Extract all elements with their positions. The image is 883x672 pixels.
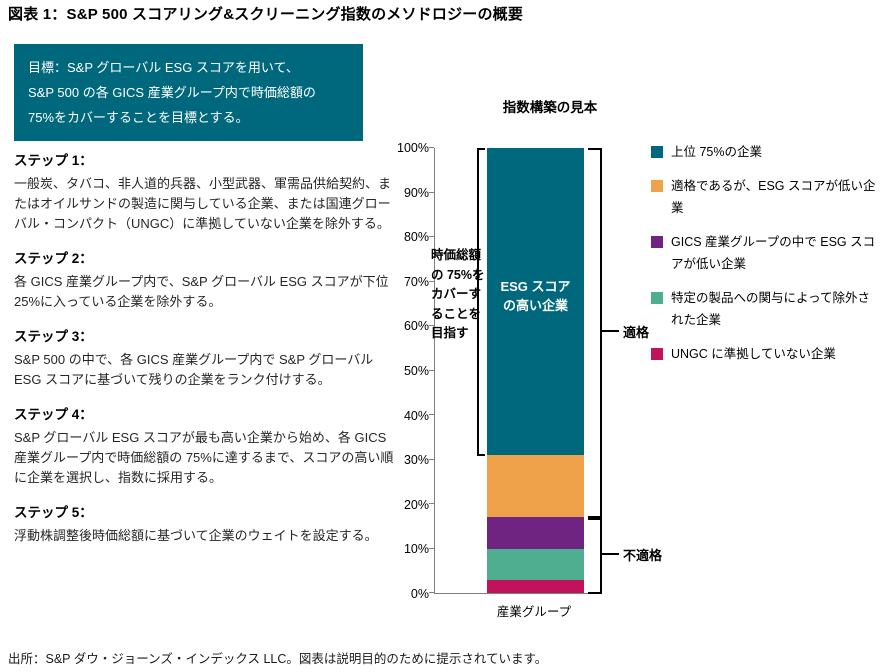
bar-segment xyxy=(487,455,584,518)
y-axis-ticks: 0% 10% 20% 30% 40% 50% 60% 70% 80% 90% 100% xyxy=(386,141,429,601)
steps-list: ステップ 1： 一般炭、タバコ、非人道的兵器、小型武器、軍需品供給契約、またはオイ… xyxy=(14,149,394,559)
page-title: 図表 1：S&P 500 スコアリング&スクリーニング指数のメソドロジーの概要 xyxy=(8,6,524,23)
stacked-bar xyxy=(487,148,584,593)
legend-label: UNGC に準拠していない企業 xyxy=(671,347,836,361)
y-tick-mark xyxy=(429,547,434,549)
y-tick-mark xyxy=(429,236,434,237)
y-tick-mark xyxy=(429,414,434,415)
step-label: ステップ 2： xyxy=(14,251,93,266)
step-label: ステップ 5： xyxy=(14,505,93,520)
legend-label: 上位 75%の企業 xyxy=(671,145,762,159)
step-text: S&P 500 の中で、各 GICS 産業グループ内で S&P グローバル ES… xyxy=(14,352,374,387)
legend-swatch xyxy=(651,348,663,360)
legend-label: GICS 産業グループの中で ESG スコアが低い企業 xyxy=(671,235,876,271)
x-axis-label: 産業グループ xyxy=(496,605,572,619)
ineligible-label: 不適格 xyxy=(623,548,663,563)
plot-area: ESG スコア の高い企業 xyxy=(429,147,602,594)
y-tick-label: 70% xyxy=(403,274,429,289)
legend-label: 適格であるが、ESG スコアが低い企業 xyxy=(671,179,876,215)
legend-item: 特定の製品への関与によって除外された企業 xyxy=(651,287,881,331)
y-tick-label: 80% xyxy=(403,230,429,245)
step-label: ステップ 1： xyxy=(14,153,93,168)
y-tick-mark xyxy=(429,147,434,148)
y-tick-label: 90% xyxy=(403,185,429,200)
y-tick-label: 30% xyxy=(403,453,429,468)
y-tick-mark xyxy=(429,592,434,593)
top75-bracket xyxy=(477,148,485,456)
bar-segment xyxy=(487,517,584,549)
bar-segment xyxy=(487,579,584,593)
y-tick-mark xyxy=(429,325,434,326)
y-tick-mark xyxy=(429,191,434,193)
step-text: 各 GICS 産業グループ内で、S&P グローバル ESG スコアが下位 25%… xyxy=(14,274,389,309)
legend-swatch xyxy=(651,180,663,192)
legend-item: GICS 産業グループの中で ESG スコアが低い企業 xyxy=(651,231,881,275)
eligible-label: 適格 xyxy=(623,325,650,340)
step-text: 浮動株調整後時価総額に基づいて企業のウェイトを設定する。 xyxy=(14,528,378,543)
eligible-bracket xyxy=(588,148,602,518)
market-cap-annotation: 時価総額 の 75%を カバーす ることを 目指す xyxy=(431,248,485,340)
legend-swatch xyxy=(651,292,663,304)
y-tick-label: 0% xyxy=(410,587,429,601)
step-item: ステップ 3： S&P 500 の中で、各 GICS 産業グループ内で S&P グ… xyxy=(14,325,394,390)
ineligible-pointer xyxy=(602,553,619,555)
legend-swatch xyxy=(651,146,663,158)
y-tick-mark xyxy=(429,369,434,371)
eligible-pointer xyxy=(602,330,619,332)
y-tick-mark xyxy=(429,503,434,504)
y-tick-label: 50% xyxy=(403,364,429,378)
bar-segment xyxy=(487,548,584,580)
bar-inner-label: ESG スコア の高い企業 xyxy=(500,279,571,314)
step-text: 一般炭、タバコ、非人道的兵器、小型武器、軍需品供給契約、またはオイルサンドの製造… xyxy=(14,176,392,231)
ineligible-bracket xyxy=(588,518,602,594)
y-tick-mark xyxy=(429,458,434,460)
step-label: ステップ 3： xyxy=(14,329,93,344)
legend-label: 特定の製品への関与によって除外された企業 xyxy=(671,291,871,327)
stacked-bar-wrap: ESG スコア の高い企業 xyxy=(487,148,584,593)
y-tick-mark xyxy=(429,280,434,282)
y-tick-label: 10% xyxy=(403,542,429,557)
step-label: ステップ 4： xyxy=(14,407,93,422)
chart-title: 指数構築の見本 xyxy=(502,100,598,115)
step-item: ステップ 5： 浮動株調整後時価総額に基づいて企業のウェイトを設定する。 xyxy=(14,501,394,546)
goal-box: 目標：S&P グローバル ESG スコアを用いて、 S&P 500 の各 GIC… xyxy=(14,44,363,141)
chart-legend: 上位 75%の企業適格であるが、ESG スコアが低い企業 GICS 産業グループの… xyxy=(651,141,881,377)
legend-item: 適格であるが、ESG スコアが低い企業 xyxy=(651,175,881,219)
y-tick-label: 60% xyxy=(403,319,429,334)
bar-segment xyxy=(487,148,584,456)
step-item: ステップ 1： 一般炭、タバコ、非人道的兵器、小型武器、軍需品供給契約、またはオイ… xyxy=(14,149,394,234)
legend-item: UNGC に準拠していない企業 xyxy=(651,343,881,365)
legend-item: 上位 75%の企業 xyxy=(651,141,881,163)
source-note: 出所：S&P ダウ・ジョーンズ・インデックス LLC。図表は説明目的のために提示… xyxy=(8,652,548,666)
step-item: ステップ 4： S&P グローバル ESG スコアが最も高い企業から始め、各 GI… xyxy=(14,403,394,488)
y-tick-label: 100% xyxy=(397,141,429,155)
y-tick-label: 40% xyxy=(403,408,429,423)
step-text: S&P グローバル ESG スコアが最も高い企業から始め、各 GICS 産業グル… xyxy=(14,430,394,485)
legend-swatch xyxy=(651,236,663,248)
y-tick-label: 20% xyxy=(403,497,429,512)
step-item: ステップ 2： 各 GICS 産業グループ内で、S&P グローバル ESG スコア… xyxy=(14,247,394,312)
